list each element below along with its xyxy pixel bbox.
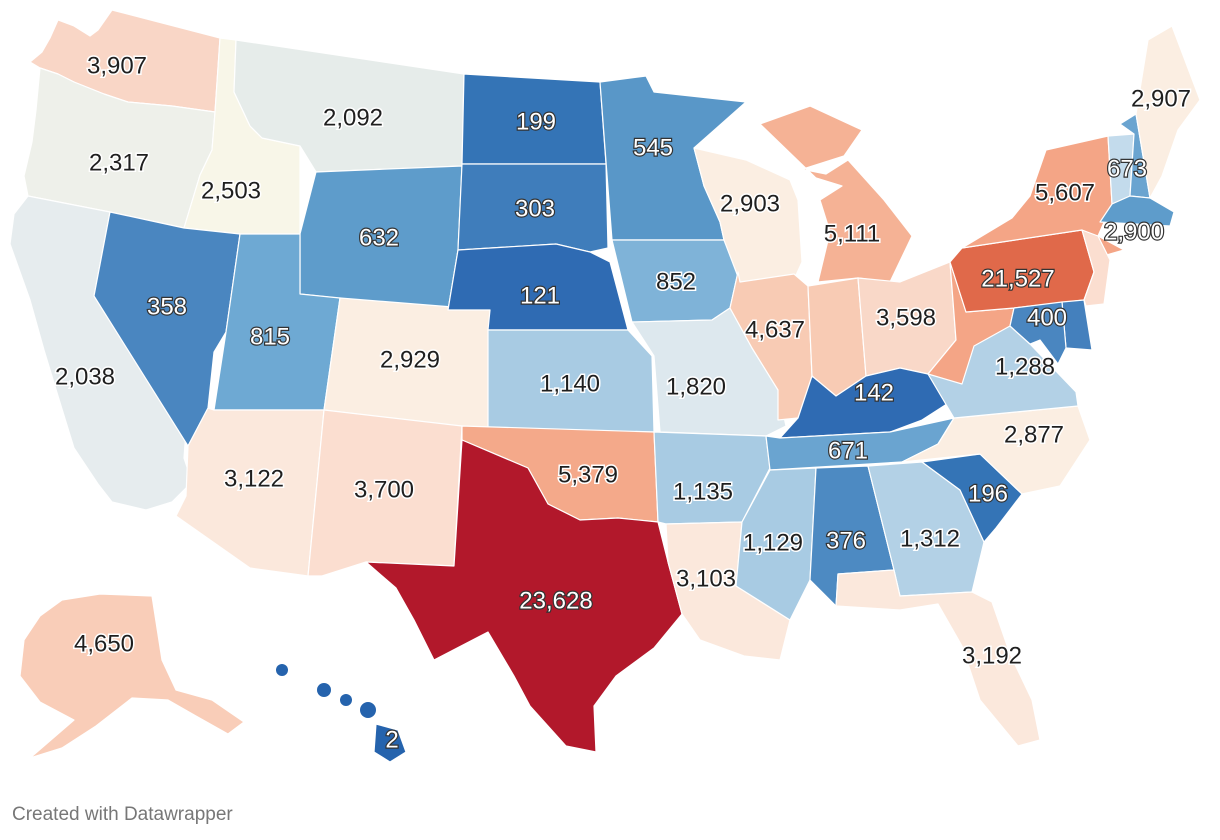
value-label-AR: 1,135 — [673, 479, 733, 506]
value-label-NY: 5,607 — [1035, 180, 1095, 207]
value-label-NM: 3,700 — [354, 477, 414, 504]
value-label-MS: 1,129 — [743, 530, 803, 557]
state-KS[interactable] — [487, 329, 655, 433]
state-NC[interactable] — [901, 405, 1091, 495]
value-label-SD: 303 — [515, 196, 555, 223]
state-IL[interactable] — [729, 271, 813, 421]
state-ME[interactable] — [1135, 25, 1201, 199]
value-labels: 3,907 2,317 2,038 2,503 358 2,092 632 815 3,122 2… — [53, 51, 1192, 755]
value-label-IL: 4,637 — [745, 317, 805, 344]
state-MI[interactable] — [759, 105, 913, 283]
state-NJ[interactable] — [1081, 229, 1111, 307]
value-label-MT: 2,092 — [323, 105, 383, 132]
value-label-VA: 1,288 — [995, 354, 1055, 381]
state-AK[interactable] — [19, 593, 245, 759]
state-IN[interactable] — [807, 277, 867, 397]
value-label-GA: 1,312 — [900, 526, 960, 553]
us-choropleth-map: 3,907 2,317 2,038 2,503 358 2,092 632 815 3,122 2… — [9, 9, 1201, 763]
value-label-LA: 3,103 — [676, 566, 736, 593]
value-label-MO: 1,820 — [666, 374, 726, 401]
value-label-AK: 4,650 — [74, 631, 134, 658]
state-HI[interactable] — [276, 664, 407, 763]
value-label-OR: 2,317 — [89, 150, 149, 177]
value-label-ND: 199 — [516, 109, 556, 136]
state-TX[interactable] — [365, 439, 683, 753]
value-label-NH: 673 — [1107, 156, 1147, 183]
value-label-HI: 2 — [385, 727, 398, 754]
value-label-KY: 142 — [854, 380, 894, 407]
value-label-PA: 21,527 — [981, 266, 1054, 293]
value-label-KS: 1,140 — [540, 371, 600, 398]
value-label-SC: 196 — [968, 481, 1008, 508]
value-label-NE: 121 — [520, 283, 560, 310]
value-label-NC: 2,877 — [1004, 422, 1064, 449]
state-shapes — [9, 9, 1201, 763]
state-FL[interactable] — [835, 569, 1041, 747]
credit-text: Created with Datawrapper — [12, 804, 233, 825]
value-label-MA: 2,900 — [1104, 219, 1164, 246]
value-label-UT: 815 — [250, 324, 290, 351]
value-label-IA: 852 — [656, 269, 696, 296]
state-MD[interactable] — [1009, 301, 1067, 365]
value-label-AL: 376 — [826, 528, 866, 555]
value-label-OH: 3,598 — [876, 305, 936, 332]
state-MA[interactable] — [1099, 195, 1175, 227]
value-label-OK: 5,379 — [558, 462, 618, 489]
state-NV[interactable] — [93, 211, 241, 447]
value-label-MN: 545 — [633, 135, 673, 162]
value-label-DE: 400 — [1027, 305, 1067, 332]
value-label-CA: 2,038 — [55, 364, 115, 391]
value-label-ID: 2,503 — [201, 178, 261, 205]
value-label-AZ: 3,122 — [224, 466, 284, 493]
value-label-WA: 3,907 — [87, 53, 147, 80]
value-label-FL: 3,192 — [962, 643, 1022, 670]
value-label-ME: 2,907 — [1131, 86, 1191, 113]
value-label-WY: 632 — [359, 225, 399, 252]
value-label-WI: 2,903 — [720, 191, 780, 218]
value-label-TN: 671 — [828, 438, 868, 465]
value-label-CO: 2,929 — [380, 347, 440, 374]
value-label-NV: 358 — [147, 294, 187, 321]
value-label-TX: 23,628 — [519, 588, 592, 615]
value-label-MI: 5,111 — [824, 221, 881, 248]
